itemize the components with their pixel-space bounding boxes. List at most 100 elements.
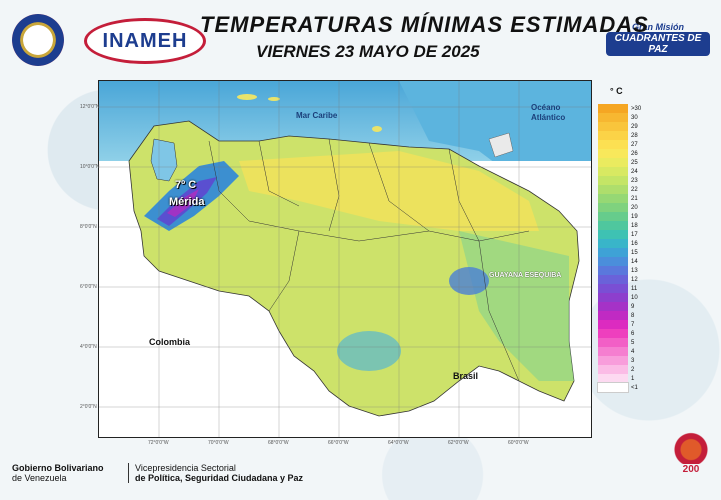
merida-peak-zone [167,189,199,217]
legend-label: 15 [631,249,638,256]
legend-label: 17 [631,231,638,238]
legend-label: 16 [631,240,638,247]
merida-temperature: 7º C [175,179,197,191]
legend-swatch [598,140,628,149]
legend-swatch [598,320,628,329]
legend-swatch [598,266,628,275]
legend-swatch [598,113,628,122]
gmcp-line2: CUADRANTES DE PAZ [606,32,710,56]
gobierno-footer: Gobierno Bolivariano de Venezuela [12,463,104,483]
lat-tick-12: 12°0'0"N [80,104,100,110]
legend-item: 8 [598,311,641,320]
legend-item: 15 [598,248,641,257]
legend-item: 5 [598,338,641,347]
page-title: TEMPERATURAS MÍNIMAS ESTIMADAS [200,12,649,37]
lon-tick-62: 62°0'0"W [448,440,469,446]
lake-maracaibo [150,138,178,182]
legend-item: 24 [598,167,641,176]
legend-swatch [598,365,628,374]
legend-item: 13 [598,266,641,275]
legend-swatch [598,176,628,185]
inameh-logo-text: INAMEH [102,29,188,52]
temperature-map: Mar Caribe Océano Atlántico Colombia Bra… [98,80,592,438]
vice-line1: Vicepresidencia Sectorial [135,463,236,473]
legend-swatch [598,194,628,203]
legend-item: 18 [598,221,641,230]
legend-item: 2 [598,365,641,374]
mar-caribe-label: Mar Caribe [296,111,338,120]
vice-line2: de Política, Seguridad Ciudadana y Paz [135,473,304,483]
legend-swatch [598,284,628,293]
lon-tick-60: 60°0'0"W [508,440,529,446]
vicepresidencia-footer: Vicepresidencia Sectorial de Política, S… [128,463,303,483]
legend-item: 4 [598,347,641,356]
legend-item: 21 [598,194,641,203]
state-borders [208,138,530,382]
legend-swatch [598,356,628,365]
legend-swatch [598,257,628,266]
island-trinidad [488,132,514,158]
venezuela-seal-logo [12,14,64,66]
legend-label: 28 [631,132,638,139]
legend-swatch [598,347,628,356]
legend-item: 22 [598,185,641,194]
lon-tick-72: 72°0'0"W [148,440,169,446]
legend-item: 30 [598,113,641,122]
lon-tick-68: 68°0'0"W [268,440,289,446]
legend-label: 7 [631,321,635,328]
legend-label: 29 [631,123,638,130]
legend-label: 4 [631,348,635,355]
legend-swatch [598,374,628,383]
legend-item: 17 [598,230,641,239]
legend-swatch [598,275,628,284]
legend-label: 18 [631,222,638,229]
legend-swatch [598,293,628,302]
gobierno-line1: Gobierno Bolivariano [12,463,104,473]
legend-item: 11 [598,284,641,293]
legend-label: 25 [631,159,638,166]
atlantico-label: Atlántico [531,113,566,122]
colombia-label: Colombia [149,337,191,347]
legend-label: 5 [631,339,635,346]
lat-tick-2: 2°0'0"N [80,404,97,410]
legend-swatch [598,158,628,167]
gobierno-line2: de Venezuela [12,473,67,483]
lat-tick-6: 6°0'0"N [80,284,97,290]
legend-swatch [598,122,628,131]
lon-tick-66: 66°0'0"W [328,440,349,446]
lat-tick-4: 4°0'0"N [80,344,97,350]
legend-swatch [598,212,628,221]
legend-item: 23 [598,176,641,185]
legend-item: 1 [598,374,641,383]
legend-label: 12 [631,276,638,283]
legend-swatch [598,131,628,140]
cuadrantes-de-paz-logo: Gran Misión CUADRANTES DE PAZ [606,22,710,60]
oceano-label: Océano [531,103,561,112]
legend-label: 20 [631,204,638,211]
inameh-logo: INAMEH [84,18,206,64]
brasil-label: Brasil [453,371,479,381]
legend-item: >30 [598,104,641,113]
legend-label: 19 [631,213,638,220]
island-bonaire [268,97,280,101]
legend-item: 10 [598,293,641,302]
legend-item: 7 [598,320,641,329]
legend-label: 8 [631,312,635,319]
legend-swatch [598,149,628,158]
legend-swatch [598,338,628,347]
bicentenario-logo: 200 [672,428,710,486]
legend-unit: ° C [610,86,623,96]
legend-label: 9 [631,303,635,310]
legend-label: 23 [631,177,638,184]
legend-label: 1 [631,375,635,382]
legend-item: 27 [598,140,641,149]
legend-item: 19 [598,212,641,221]
island-curacao [237,94,257,100]
legend-label: 14 [631,258,638,265]
legend-label: 26 [631,150,638,157]
bicentenario-flame [672,428,710,464]
legend-swatch [598,221,628,230]
legend-label: 13 [631,267,638,274]
gmcp-line1: Gran Misión [631,22,684,32]
legend-item: 6 [598,329,641,338]
